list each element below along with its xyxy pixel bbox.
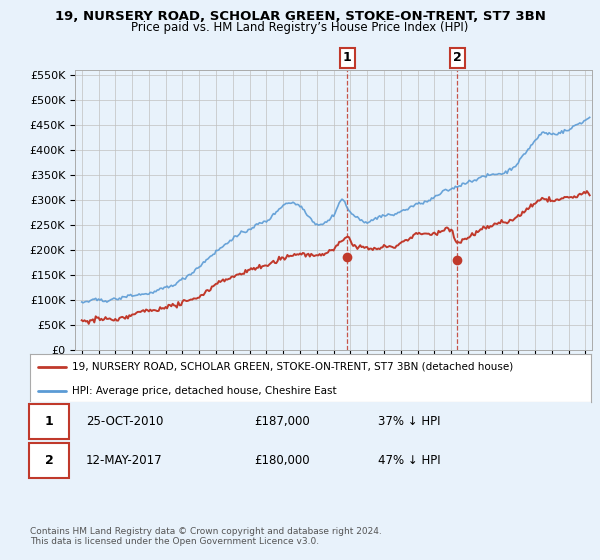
Text: 47% ↓ HPI: 47% ↓ HPI	[378, 454, 440, 467]
Text: 19, NURSERY ROAD, SCHOLAR GREEN, STOKE-ON-TRENT, ST7 3BN: 19, NURSERY ROAD, SCHOLAR GREEN, STOKE-O…	[55, 10, 545, 23]
Text: 1: 1	[44, 415, 53, 428]
Text: 2: 2	[453, 52, 462, 64]
Text: 1: 1	[343, 52, 352, 64]
Text: £180,000: £180,000	[254, 454, 310, 467]
Text: Contains HM Land Registry data © Crown copyright and database right 2024.
This d: Contains HM Land Registry data © Crown c…	[30, 526, 382, 546]
Text: 12-MAY-2017: 12-MAY-2017	[86, 454, 163, 467]
Text: HPI: Average price, detached house, Cheshire East: HPI: Average price, detached house, Ches…	[72, 386, 337, 395]
Text: £187,000: £187,000	[254, 415, 310, 428]
Text: 19, NURSERY ROAD, SCHOLAR GREEN, STOKE-ON-TRENT, ST7 3BN (detached house): 19, NURSERY ROAD, SCHOLAR GREEN, STOKE-O…	[72, 362, 514, 372]
FancyBboxPatch shape	[29, 443, 69, 478]
Text: Price paid vs. HM Land Registry’s House Price Index (HPI): Price paid vs. HM Land Registry’s House …	[131, 21, 469, 34]
Text: 25-OCT-2010: 25-OCT-2010	[86, 415, 163, 428]
Text: 37% ↓ HPI: 37% ↓ HPI	[378, 415, 440, 428]
Text: 2: 2	[44, 454, 53, 467]
FancyBboxPatch shape	[29, 404, 69, 439]
